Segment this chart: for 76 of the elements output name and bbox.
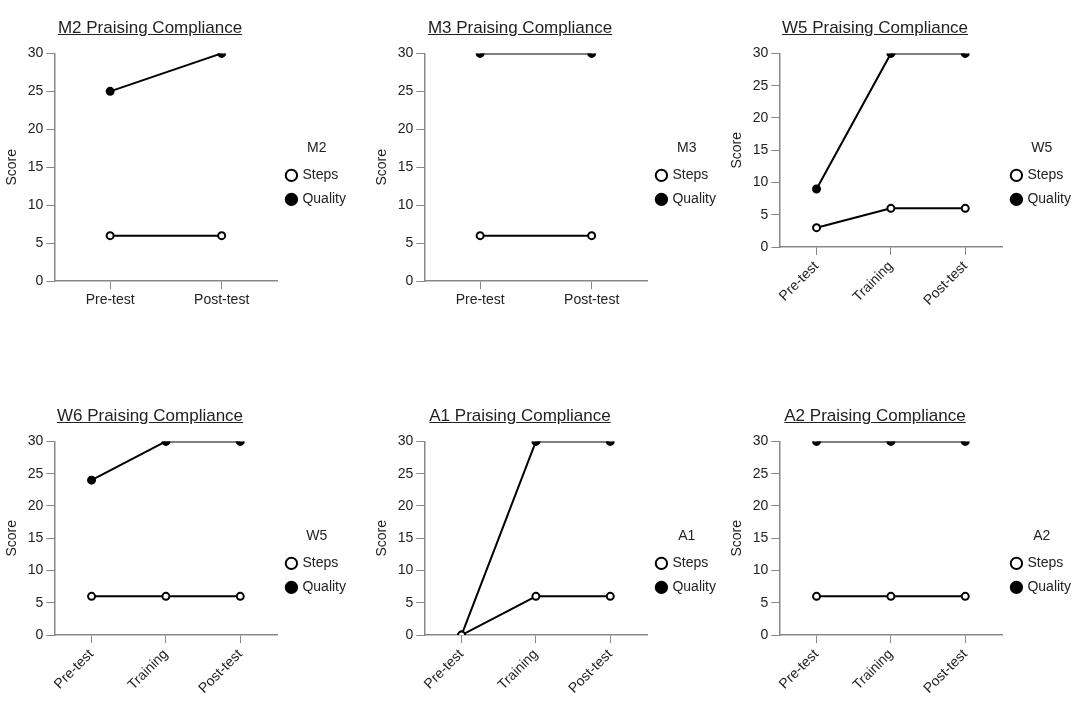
x-tick-label: Post-test [564,291,620,308]
y-tick-label: 5 [760,593,769,610]
y-axis-title: Score [728,131,745,169]
y-axis-title: Score [373,519,390,557]
y-tick-label: 5 [35,593,44,610]
x-tick-label: Pre-test [85,291,135,308]
y-tick-label: 20 [27,120,44,137]
legend-label: Steps [1027,554,1064,571]
chart-title: A2 Praising Compliance [783,406,967,426]
y-tick-label: 0 [760,625,769,642]
y-tick-label: 10 [27,196,44,213]
chart-title: M2 Praising Compliance [56,18,244,38]
y-tick-label: 5 [405,593,414,610]
legend-label: Quality [672,190,717,207]
y-tick-label: 30 [752,432,769,449]
legend-title: M2 [306,139,327,156]
y-tick-label: 20 [397,496,414,513]
y-tick-label: 0 [405,272,414,289]
y-axis-title: Score [373,148,390,186]
chart-title: W5 Praising Compliance [780,18,970,38]
y-tick-label: 25 [27,464,44,481]
y-tick-label: 30 [27,44,44,61]
y-tick-label: 25 [397,464,414,481]
legend-label: Steps [672,166,709,183]
y-axis-title: Score [728,519,745,557]
y-tick-label: 0 [760,237,769,254]
chart-title: W6 Praising Compliance [55,406,245,426]
legend-title: A2 [1033,527,1051,544]
y-tick-label: 25 [27,82,44,99]
y-tick-label: 30 [397,432,414,449]
x-tick-label: Post-test [194,291,250,308]
y-axis-title: Score [3,519,20,557]
y-tick-label: 20 [752,108,769,125]
y-tick-label: 20 [752,496,769,513]
y-tick-label: 5 [760,205,769,222]
legend-label: Quality [1027,578,1072,595]
y-tick-label: 10 [397,561,414,578]
x-tick-label: Pre-test [455,291,505,308]
y-axis-title: Score [3,148,20,186]
y-tick-label: 30 [752,44,769,61]
y-tick-label: 20 [397,120,414,137]
y-tick-label: 0 [35,272,44,289]
legend-label: Steps [672,554,709,571]
y-tick-label: 5 [405,234,414,251]
legend-title: W5 [306,527,328,544]
y-tick-label: 10 [752,173,769,190]
legend-label: Steps [302,166,339,183]
y-tick-label: 30 [397,44,414,61]
y-tick-label: 15 [27,529,44,546]
chart-title: A1 Praising Compliance [428,406,612,426]
y-tick-label: 0 [405,625,414,642]
y-tick-label: 25 [397,82,414,99]
y-tick-label: 5 [35,234,44,251]
chart-title: M3 Praising Compliance [426,18,614,38]
legend-title: A1 [678,527,696,544]
y-tick-label: 30 [27,432,44,449]
y-tick-label: 15 [27,158,44,175]
y-tick-label: 25 [752,464,769,481]
y-tick-label: 15 [752,529,769,546]
legend-label: Steps [1027,166,1064,183]
legend-title: W5 [1031,139,1053,156]
y-tick-label: 15 [397,529,414,546]
y-tick-label: 25 [752,76,769,93]
legend-label: Quality [302,190,347,207]
y-tick-label: 15 [397,158,414,175]
y-tick-label: 10 [752,561,769,578]
y-tick-label: 10 [27,561,44,578]
y-tick-label: 10 [397,196,414,213]
y-tick-label: 0 [35,625,44,642]
legend-label: Quality [672,578,717,595]
y-tick-label: 15 [752,141,769,158]
legend-label: Steps [302,554,339,571]
legend-label: Quality [302,578,347,595]
legend-title: M3 [676,139,697,156]
y-tick-label: 20 [27,496,44,513]
legend-label: Quality [1027,190,1072,207]
